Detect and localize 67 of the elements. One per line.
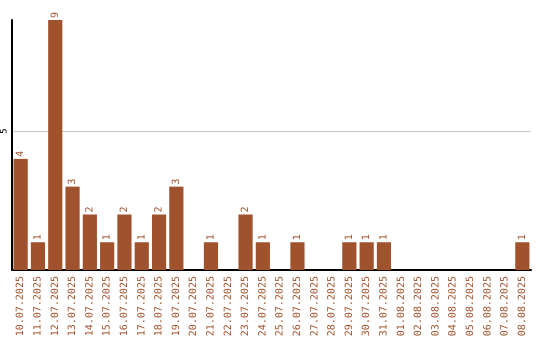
data-label: 1 [344,234,355,240]
data-label: 1 [136,234,148,240]
x-tick-label: 24.07.2025 [257,276,268,336]
x-tick-label: 13.07.2025 [67,276,78,336]
x-tick-label: 03.08.2025 [430,276,442,336]
bar [134,242,149,270]
data-label: 1 [361,234,372,240]
bar [290,242,305,270]
bar [14,158,28,270]
x-tick-label: 17.07.2025 [136,276,148,336]
data-label: 1 [516,234,528,240]
bar [30,242,46,270]
x-tick-label: 01.08.2025 [396,276,407,336]
data-label: 2 [84,206,96,212]
x-tick-label: 20.07.2025 [188,276,200,336]
x-tick-label: 10.07.2025 [15,276,26,336]
bar [342,242,356,270]
x-tick-label: 27.07.2025 [309,276,320,336]
x-tick-label: 04.08.2025 [448,276,459,336]
x-tick-label: 26.07.2025 [292,276,303,336]
bar [48,20,62,270]
bar [100,242,114,270]
x-tick-label: 29.07.2025 [344,276,355,336]
bar [376,242,392,270]
bar [204,242,218,270]
bar [169,186,184,270]
data-label: 1 [102,234,113,240]
data-label: 3 [67,178,78,185]
data-label: 4 [15,150,26,157]
x-tick-label: 06.08.2025 [482,276,494,336]
bar [65,186,80,270]
bar [256,242,270,270]
x-tick-label: 14.07.2025 [84,276,96,336]
data-label: 2 [118,206,130,212]
x-tick-label: 21.07.2025 [205,276,216,336]
data-label: 3 [170,178,182,185]
x-tick-label: 30.07.2025 [361,276,372,336]
x-tick-label: 25.07.2025 [274,276,286,336]
x-tick-label: 31.07.2025 [378,276,390,336]
bar [152,214,166,270]
x-tick-label: 08.08.2025 [516,276,528,336]
x-tick-label: 07.08.2025 [500,276,511,336]
x-tick-label: 16.07.2025 [118,276,130,336]
x-tick-label: 28.07.2025 [326,276,338,336]
x-tick-label: 19.07.2025 [170,276,182,336]
data-label: 1 [257,234,268,240]
bar [238,214,253,270]
bar [515,242,530,270]
data-label: 1 [32,234,44,240]
data-label: 2 [154,206,165,212]
bar [82,214,97,270]
bar [360,242,374,270]
x-tick-label: 11.07.2025 [32,276,44,336]
x-tick-label: 02.08.2025 [413,276,424,336]
x-tick-label: 12.07.2025 [50,276,61,336]
x-tick-label: 15.07.2025 [102,276,113,336]
x-tick-label: 22.07.2025 [222,276,234,336]
x-tick-label: 05.08.2025 [464,276,476,336]
data-label: 1 [205,234,216,240]
data-label: 1 [378,234,390,240]
data-label: 9 [50,12,61,18]
data-label: 2 [240,206,252,212]
data-label: 1 [292,234,303,240]
x-tick-label: 23.07.2025 [240,276,252,336]
x-tick-label: 18.07.2025 [154,276,165,336]
bar [117,214,132,270]
y-tick-label: 5 [0,128,10,134]
